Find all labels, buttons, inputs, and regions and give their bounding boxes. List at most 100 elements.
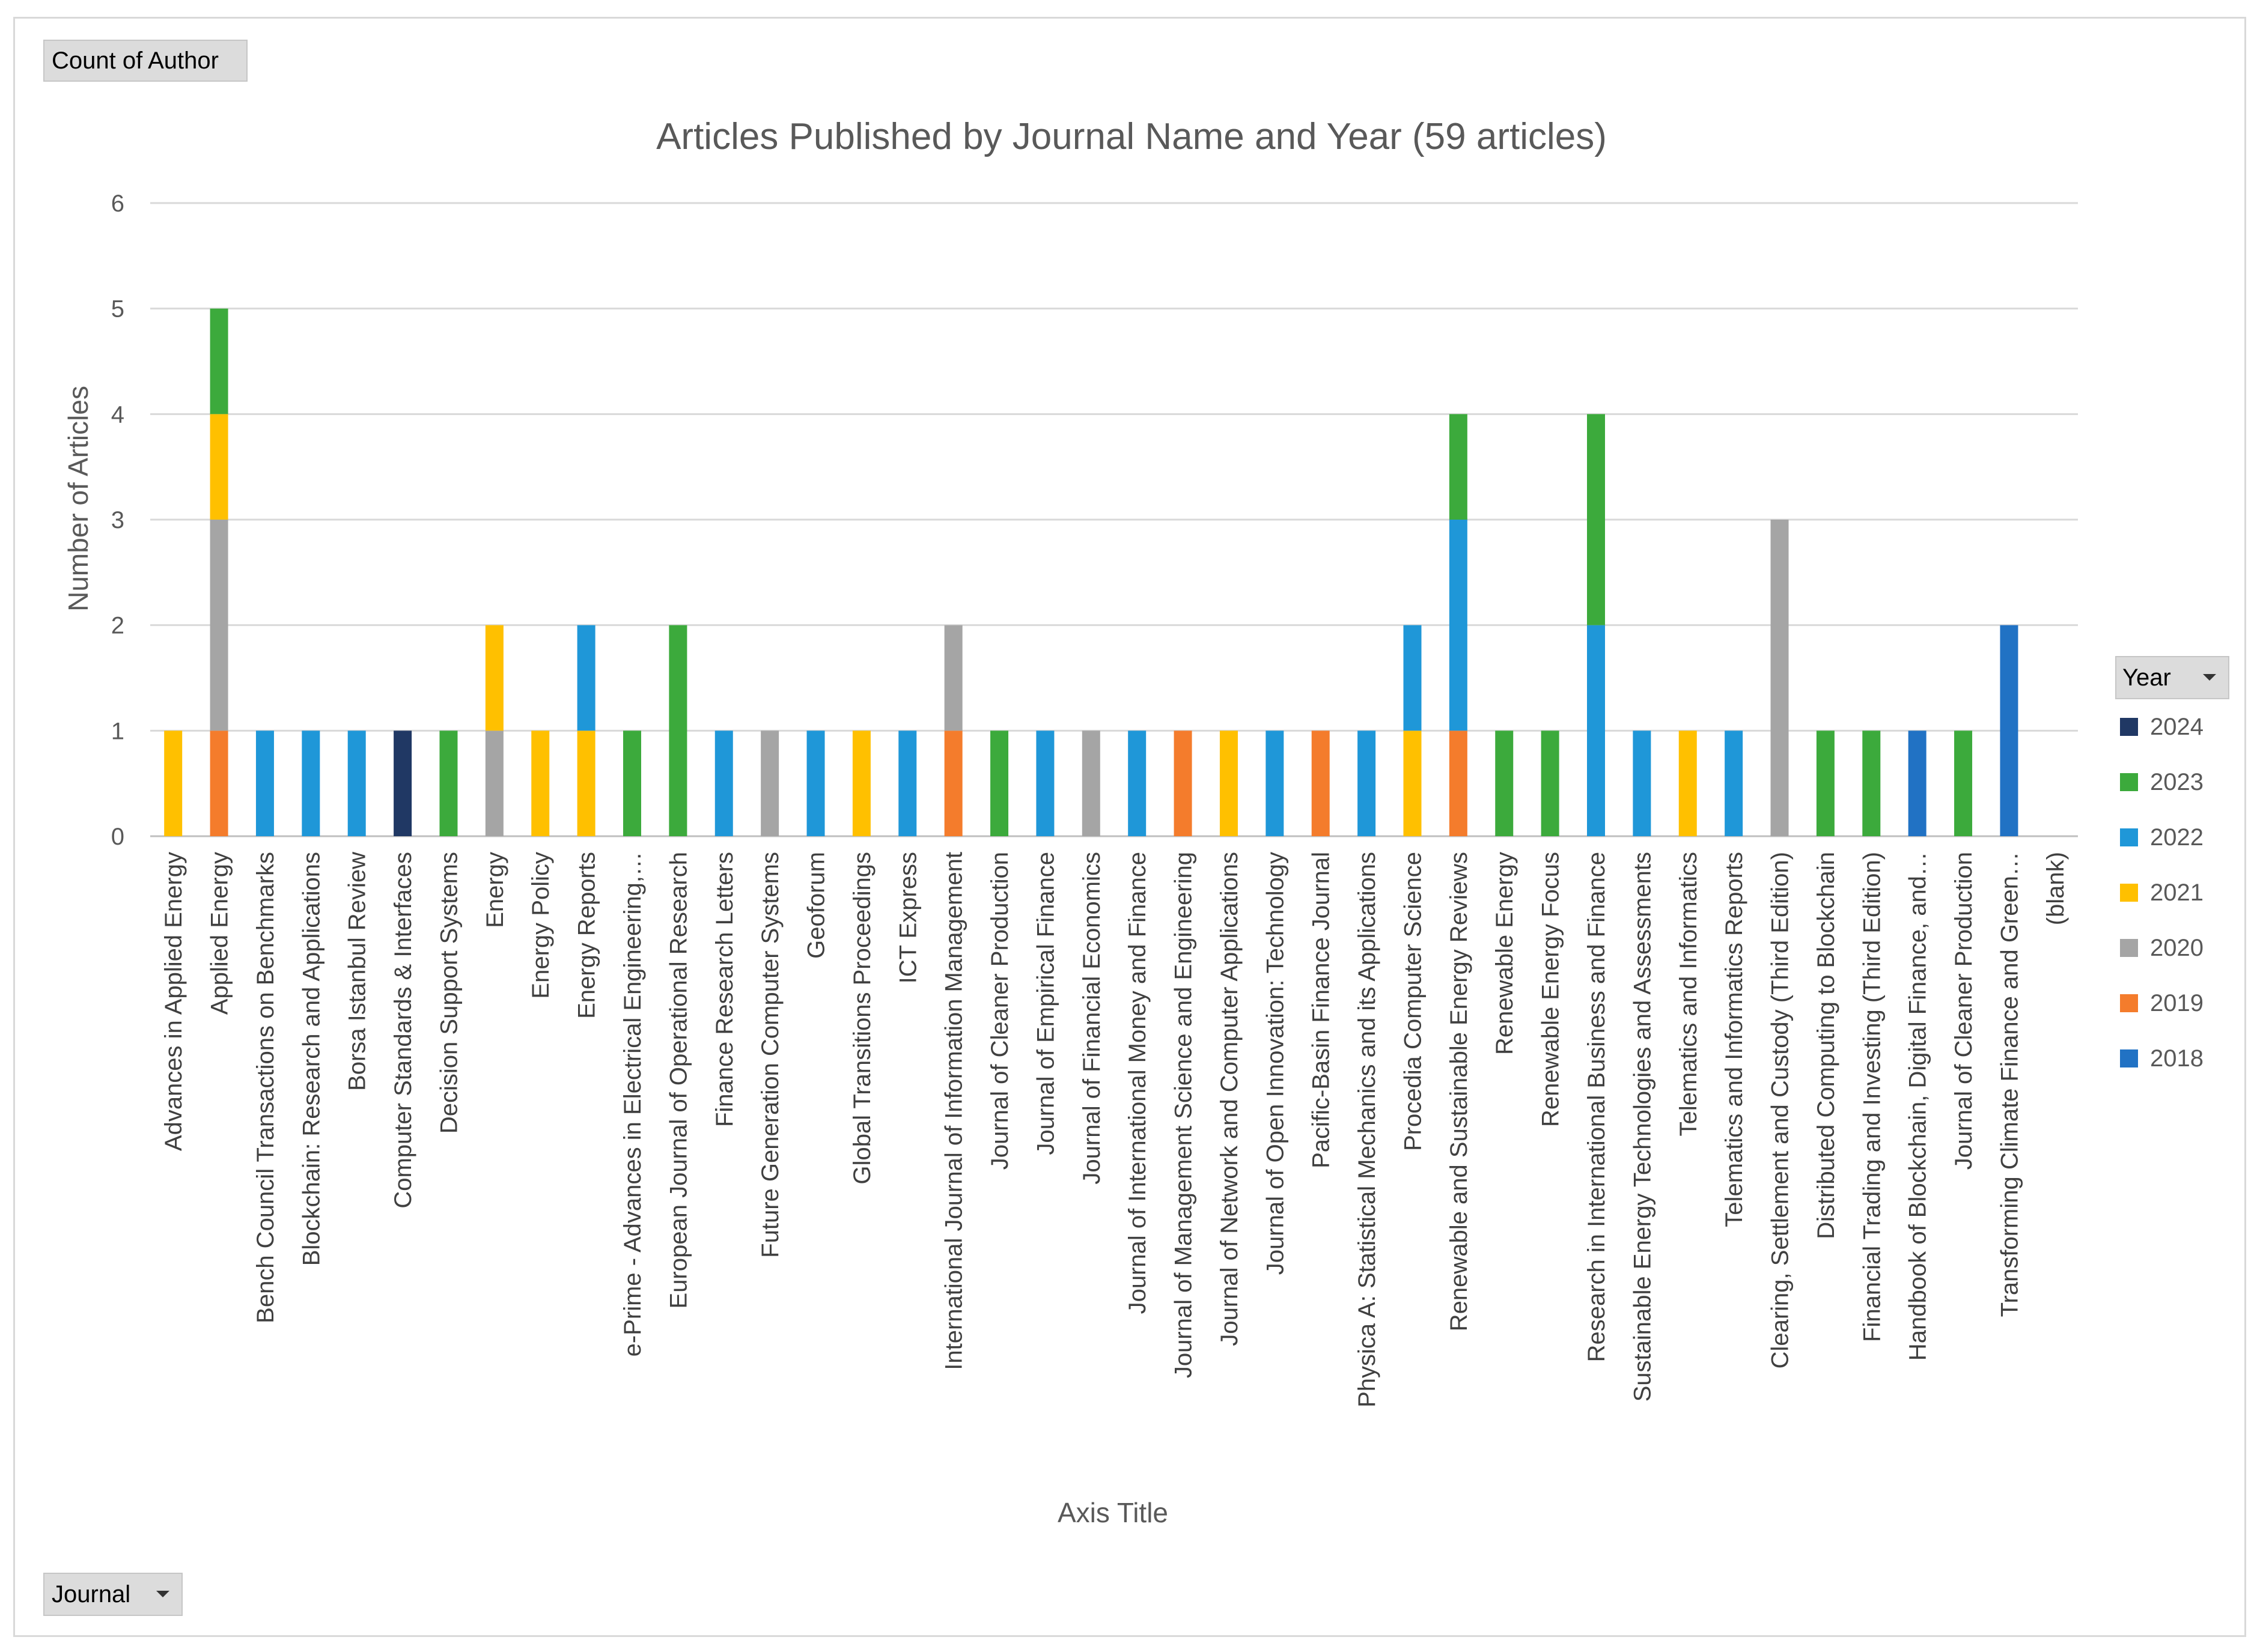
legend-swatch <box>2120 994 2138 1012</box>
x-tick-label: (blank) <box>2042 852 2069 925</box>
bar-segment <box>531 730 550 836</box>
y-tick-label: 2 <box>111 613 124 639</box>
bar-segment <box>1449 414 1467 520</box>
x-tick-label: Journal of Cleaner Production <box>1951 852 1977 1170</box>
x-tick-label: Finance Research Letters <box>711 852 738 1127</box>
legend-swatch <box>2120 828 2138 846</box>
y-tick-label: 6 <box>111 190 124 217</box>
legend-item[interactable]: 2020 <box>2120 930 2204 966</box>
bar-segment <box>1954 730 1973 836</box>
x-tick-label: Journal of Network and Computer Applicat… <box>1216 852 1243 1346</box>
x-tick-label: European Journal of Operational Research <box>665 852 692 1308</box>
y-tick-label: 0 <box>111 824 124 850</box>
legend-item[interactable]: 2024 <box>2120 709 2204 745</box>
x-tick-label: Decision Support Systems <box>436 852 462 1134</box>
bar-segment <box>990 730 1009 836</box>
bar-segment <box>485 625 504 731</box>
x-tick-label: Renewable Energy <box>1491 852 1518 1055</box>
bar-segment <box>1449 730 1467 836</box>
legend-swatch <box>2120 939 2138 957</box>
bar-segment <box>1311 730 1330 836</box>
legend-label: 2023 <box>2150 768 2204 795</box>
legend-label: 2018 <box>2150 1045 2204 1072</box>
x-tick-label: Journal of Open Innovation: Technology <box>1262 852 1288 1275</box>
legend-label: 2021 <box>2150 879 2204 906</box>
legend-label: 2024 <box>2150 713 2204 740</box>
bar-segment <box>1174 730 1192 836</box>
bar-segment <box>439 730 458 836</box>
bar-segment <box>1770 520 1789 836</box>
journal-filter-button[interactable]: Journal <box>43 1573 183 1616</box>
legend-item[interactable]: 2018 <box>2120 1040 2204 1077</box>
x-tick-label: Journal of Financial Economics <box>1079 852 1105 1185</box>
bar-segment <box>898 730 917 836</box>
x-tick-label: Geoforum <box>803 852 830 959</box>
chevron-down-icon <box>156 1591 169 1597</box>
y-tick-label: 4 <box>111 401 124 428</box>
bar-segment <box>1036 730 1055 836</box>
bar-segment <box>164 730 183 836</box>
y-tick-label: 1 <box>111 718 124 744</box>
bar-segment <box>1449 520 1467 731</box>
x-tick-label: Applied Energy <box>207 852 233 1015</box>
x-tick-label: Blockchain: Research and Applications <box>298 852 324 1266</box>
value-field-button[interactable]: Count of Author <box>43 40 248 82</box>
x-tick-label: International Journal of Information Man… <box>941 852 967 1370</box>
bar-segment <box>302 730 320 836</box>
legend-swatch <box>2120 1049 2138 1067</box>
bar-segment <box>577 625 595 731</box>
bar-segment <box>1495 730 1514 836</box>
legend-item[interactable]: 2021 <box>2120 875 2204 911</box>
legend-item[interactable]: 2023 <box>2120 764 2204 800</box>
y-tick-labels: 0 1 2 3 4 5 6 <box>111 190 124 850</box>
x-tick-label: Telematics and Informatics <box>1675 852 1702 1137</box>
bars <box>164 308 2018 836</box>
chevron-down-icon <box>2203 674 2216 681</box>
legend-label: 2020 <box>2150 934 2204 961</box>
y-axis-title: Number of Articles <box>62 386 94 612</box>
bar-segment <box>1082 730 1100 836</box>
bar-segment <box>1678 730 1697 836</box>
bar-segment <box>944 730 963 836</box>
x-tick-label: Energy <box>482 852 508 928</box>
x-tick-label: Clearing, Settlement and Custody (Third … <box>1767 852 1794 1368</box>
legend-swatch <box>2120 884 2138 902</box>
x-tick-label: Research in International Business and F… <box>1583 852 1610 1362</box>
x-tick-label: Physica A: Statistical Mechanics and its… <box>1354 852 1380 1408</box>
bar-segment <box>1357 730 1376 836</box>
x-tick-label: Computer Standards & Interfaces <box>390 852 416 1209</box>
x-tick-label: Energy Reports <box>574 852 600 1019</box>
legend-item[interactable]: 2022 <box>2120 819 2204 855</box>
x-tick-label: Telematics and Informatics Reports <box>1721 852 1747 1227</box>
bar-segment <box>1403 730 1422 836</box>
legend-item[interactable]: 2019 <box>2120 985 2204 1021</box>
legend-label: 2019 <box>2150 989 2204 1016</box>
bar-segment <box>944 625 963 731</box>
y-tick-label: 3 <box>111 507 124 533</box>
bar-segment <box>1725 730 1743 836</box>
bar-segment <box>1816 730 1835 836</box>
x-tick-label: Financial Trading and Investing (Third E… <box>1859 852 1885 1342</box>
bar-segment <box>806 730 825 836</box>
x-tick-label: Handbook of Blockchain, Digital Finance,… <box>1905 852 1931 1361</box>
bar-segment <box>577 730 595 836</box>
bar-segment <box>1587 625 1605 836</box>
bar-segment <box>210 520 228 731</box>
legend-swatch <box>2120 718 2138 736</box>
year-filter-button[interactable]: Year <box>2115 656 2229 699</box>
x-tick-label: Journal of Cleaner Production <box>987 852 1013 1170</box>
x-tick-label: Renewable and Sustainable Energy Reviews <box>1446 852 1472 1331</box>
bar-segment <box>1908 730 1926 836</box>
x-tick-label: Transforming Climate Finance and Green… <box>1996 852 2023 1317</box>
bar-segment <box>1219 730 1238 836</box>
x-tick-label: Borsa Istanbul Review <box>344 852 371 1091</box>
x-axis-title: Axis Title <box>1058 1497 1168 1528</box>
bar-segment <box>1266 730 1284 836</box>
x-tick-label: Pacific-Basin Finance Journal <box>1308 852 1335 1168</box>
bar-segment <box>1128 730 1147 836</box>
bar-segment <box>1541 730 1559 836</box>
x-tick-label: ICT Express <box>895 852 921 983</box>
bar-segment <box>1633 730 1651 836</box>
bar-segment <box>210 308 228 415</box>
